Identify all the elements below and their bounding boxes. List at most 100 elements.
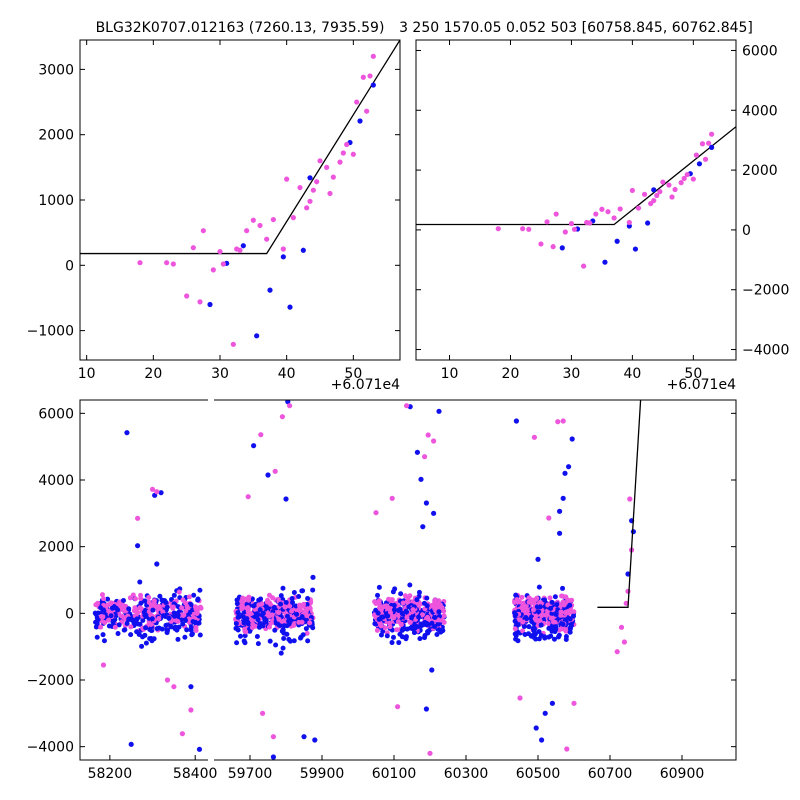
season2-point-410 [407,625,413,631]
season1-point-242 [273,642,279,648]
season2-point-395 [411,630,417,636]
zoom-left-series1-point-21 [297,184,303,191]
season3-point-300 [522,632,528,638]
season1-point-354 [264,605,270,611]
season3-point-130 [532,631,538,637]
season2-point-413 [403,636,409,642]
zoom-right-series1-point-28 [669,194,675,200]
season2-point-387 [391,607,397,613]
full-left-frame [79,399,208,761]
season1-point-319 [305,638,311,644]
zoom-left-series0-point-3 [254,333,260,339]
full-series0-point-15 [270,754,276,760]
full-series0-point-8 [251,443,257,449]
season1-point-388 [235,610,241,616]
zoom-left-xtick-label-1: 20 [144,366,162,382]
season0-point-101 [137,605,143,611]
zoom-left-series1-point-36 [364,108,370,114]
season0-point-311 [182,634,188,640]
season0-point-279 [189,632,195,638]
season2-point-109 [424,595,430,601]
full-series0-point-17 [414,449,420,455]
season2-point-235 [390,589,396,595]
zoom-right-series1-point-15 [605,209,611,215]
season3-point-360 [512,626,518,632]
season0-point-335 [94,615,100,621]
season0-point-367 [115,607,121,613]
full-series1-point-30 [614,649,620,655]
season3-point-393 [538,633,544,639]
zoom-left-series1-point-32 [344,141,350,148]
zoom-right-series0-point-7 [645,220,651,226]
full-series1-point-16 [389,495,395,501]
season1-point-199 [284,631,290,637]
zoom-left-series1-point-29 [330,174,336,180]
season2-point-375 [400,626,406,632]
season1-point-404 [249,625,255,631]
zoom-left-series1-point-4 [190,245,196,251]
zoom-left-series0-point-5 [280,254,286,260]
season0-point-305 [176,589,182,595]
zoom-right-series1-point-24 [654,192,660,199]
season1-point-396 [260,610,266,616]
season1-point-384 [290,599,296,605]
season1-point-360 [284,613,290,619]
zoom-right-series1-point-25 [657,189,663,195]
season1-point-416 [244,616,250,622]
season1-point-387 [243,629,249,635]
season2-point-259 [371,612,377,618]
full-ytick-label-1: −2000 [27,673,74,689]
full-series1-point-27 [560,418,566,424]
full-series0-point-27 [557,508,563,514]
season1-point-374 [294,611,300,617]
full-series1-point-18 [404,403,410,409]
zoom-right-series1-point-30 [678,180,684,186]
zoom-right-series0-point-0 [559,245,565,251]
season3-point-414 [515,622,521,628]
season0-point-417 [172,624,178,630]
full-ytick-label-5: 6000 [38,406,74,422]
season3-point-391 [560,621,566,627]
season3-point-395 [533,617,539,623]
zoom-right-series1-point-35 [699,141,706,147]
full-ytick-label-3: 2000 [38,540,74,556]
season0-point-118 [154,626,160,632]
zoom-right-series1-point-19 [629,187,635,194]
zoom-left-series0-point-8 [307,175,313,181]
zoom-left-series1-point-30 [337,159,343,165]
zoom-left-ytick-label-3: 2000 [38,128,74,144]
season0-point-370 [121,604,127,610]
season0-point-408 [168,624,174,630]
season1-point-393 [291,622,297,628]
season3-point-418 [561,602,567,608]
zoom-left-series1-point-22 [304,205,310,211]
zoom-right-ytick-label-0: −4000 [742,343,789,359]
full-series1-point-31 [621,639,628,645]
season1-point-365 [255,641,261,647]
season0-point-163 [197,587,203,593]
season1-point-399 [280,645,286,651]
zoom-left-series1-point-35 [360,74,366,80]
season3-point-353 [512,599,518,605]
full-series1-point-3 [154,489,160,495]
full-series1-point-13 [270,734,276,740]
season1-point-407 [281,623,287,629]
season2-point-415 [434,631,440,637]
season1-point-58 [242,633,248,639]
season2-point-392 [418,601,424,607]
season0-point-347 [184,603,190,609]
season1-point-400 [287,638,293,644]
zoom-left-xtick-label-0: 10 [78,366,96,382]
zoom-left-series1-point-16 [264,236,270,242]
zoom-left-series1-point-13 [244,228,250,234]
zoom-right-series1-point-20 [635,205,642,211]
season0-point-396 [143,625,149,631]
season3-point-406 [543,612,549,618]
zoom-right-series1-point-32 [684,171,690,178]
season0-point-295 [148,621,154,627]
season1-point-176 [280,585,286,591]
season1-point-382 [280,618,286,624]
zoom-right-series1-point-38 [709,131,715,137]
season2-point-416 [418,623,424,629]
season1-point-300 [296,594,302,600]
